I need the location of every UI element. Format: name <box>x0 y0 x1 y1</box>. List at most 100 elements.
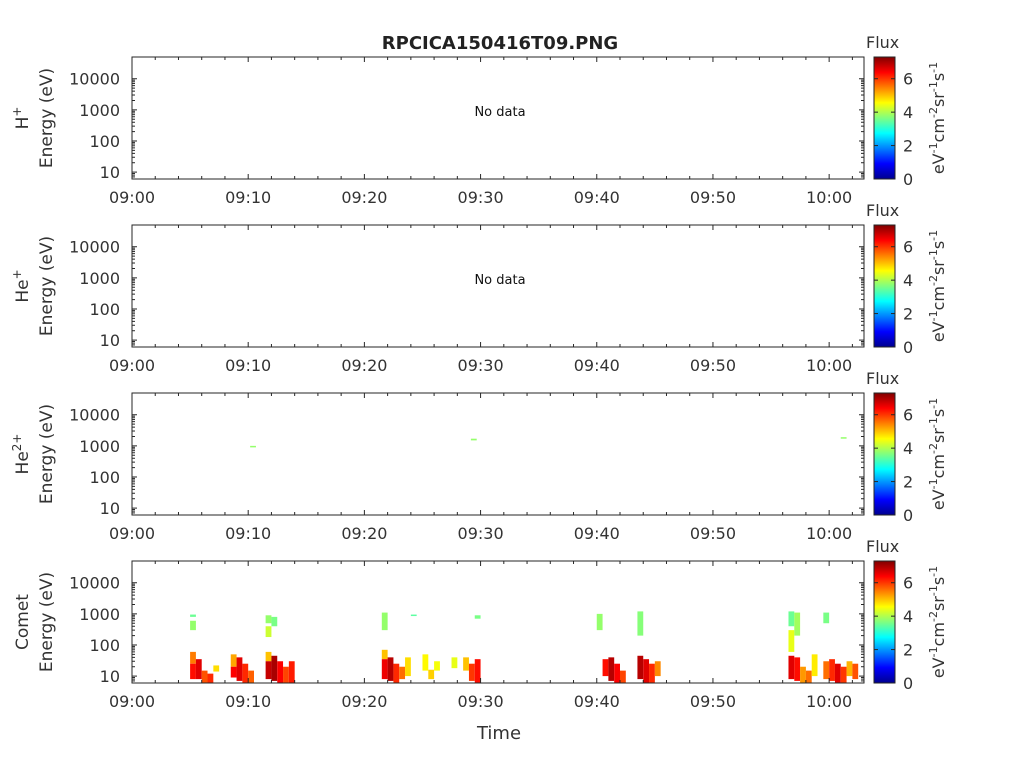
flux-cell <box>794 657 801 681</box>
flux-cell <box>201 670 208 683</box>
panel-comet: 09:00 09:10 09:20 09:30 09:40 09:50 10:00 10 100… <box>13 537 948 711</box>
flux-cell <box>434 661 440 671</box>
flux-cell <box>474 615 481 619</box>
y-axis-label: Energy (eV) <box>37 572 57 672</box>
flux-cell <box>381 659 388 680</box>
flux-cell <box>387 657 394 681</box>
y-tick-label: 100 <box>89 300 120 319</box>
panel-h-plus: 09:00 09:10 09:20 09:30 09:40 09:50 10:00 10 100… <box>10 33 948 207</box>
flux-cell <box>265 651 272 662</box>
flux-cell <box>236 657 243 681</box>
colorbar-title: Flux <box>866 537 899 556</box>
x-tick-label: 09:10 <box>225 356 271 375</box>
y-tick-label: 10 <box>100 331 120 350</box>
flux-cell <box>190 651 196 664</box>
species-label: H+ <box>10 107 33 130</box>
colorbar-tick-label: 0 <box>903 338 913 357</box>
colorbar-tick-label: 2 <box>903 305 913 324</box>
x-tick-label: 09:50 <box>690 188 736 207</box>
x-tick-label: 09:40 <box>574 356 620 375</box>
y-tick-label: 10 <box>100 163 120 182</box>
y-axis-label: Energy (eV) <box>37 68 57 168</box>
y-tick-label: 10000 <box>69 70 120 89</box>
flux-cell <box>242 663 249 683</box>
colorbar-tick-label: 6 <box>903 406 913 425</box>
colorbar-tick-label: 2 <box>903 473 913 492</box>
y-tick-label: 1000 <box>79 437 120 456</box>
colorbar-tick-label: 6 <box>903 70 913 89</box>
colorbar-unit-label: eV-1cm-2sr-1s-1 <box>927 566 948 678</box>
flux-cell <box>852 663 859 680</box>
x-tick-label: 09:30 <box>458 188 504 207</box>
x-tick-label: 09:50 <box>690 524 736 543</box>
colorbar-gradient <box>873 560 896 684</box>
x-tick-label: 09:20 <box>341 692 387 711</box>
species-label: He+ <box>10 269 33 302</box>
no-data-annotation: No data <box>474 273 525 288</box>
x-tick-label: 09:40 <box>574 524 620 543</box>
flux-cell <box>840 437 847 439</box>
flux-cell <box>393 663 400 683</box>
flux-cell <box>788 655 795 680</box>
flux-cell <box>823 661 830 680</box>
flux-cell <box>620 670 626 683</box>
plot-frame <box>131 224 865 348</box>
x-tick-label: 09:00 <box>109 692 155 711</box>
x-tick-label: 09:40 <box>574 692 620 711</box>
flux-cell <box>451 657 458 669</box>
flux-cell <box>788 630 795 652</box>
flux-cell <box>190 663 196 680</box>
colorbar-unit-label: eV-1cm-2sr-1s-1 <box>927 62 948 174</box>
flux-cell <box>596 613 603 631</box>
x-tick-label: 09:20 <box>341 188 387 207</box>
flux-cell <box>405 657 411 677</box>
flux-cell <box>846 661 853 677</box>
flux-cell <box>271 655 278 681</box>
y-tick-label: 100 <box>89 468 120 487</box>
flux-cell <box>637 655 644 680</box>
flux-cell <box>805 670 812 683</box>
y-tick-label: 10000 <box>69 574 120 593</box>
y-tick-label: 1000 <box>79 605 120 624</box>
flux-cell <box>474 659 481 683</box>
y-tick-label: 10 <box>100 499 120 518</box>
y-axis-label: Energy (eV) <box>37 236 57 336</box>
colorbar-tick-label: 2 <box>903 137 913 156</box>
flux-cell <box>207 673 214 683</box>
flux-cell <box>230 654 237 667</box>
flux-cell <box>654 661 661 677</box>
x-tick-label: 09:30 <box>458 524 504 543</box>
y-tick-label: 100 <box>89 636 120 655</box>
x-tick-label: 09:20 <box>341 524 387 543</box>
flux-cell <box>248 670 254 683</box>
flux-cell <box>614 663 620 683</box>
colorbar-tick-label: 4 <box>903 271 913 290</box>
panels: 09:00 09:10 09:20 09:30 09:40 09:50 10:0010100… <box>10 33 948 711</box>
colorbar-tick-label: 4 <box>903 607 913 626</box>
x-tick-label: 09:10 <box>225 524 271 543</box>
flux-cell <box>840 666 847 683</box>
flux-cell <box>265 615 272 624</box>
flux-cell <box>271 616 278 627</box>
flux-cell <box>608 657 615 681</box>
panel-he-plus: 09:00 09:10 09:20 09:30 09:40 09:50 10:00 10 100… <box>10 201 948 375</box>
flux-cell <box>794 612 801 636</box>
panel-he2plus: 09:00 09:10 09:20 09:30 09:40 09:50 10:00 10 100… <box>10 369 948 543</box>
flux-cell <box>788 611 795 627</box>
flux-cell <box>288 661 295 683</box>
x-tick-label: 09:50 <box>690 356 736 375</box>
x-tick-label: 09:00 <box>109 524 155 543</box>
colorbar-tick-label: 0 <box>903 506 913 525</box>
flux-cell <box>277 661 284 683</box>
colorbar-gradient <box>873 56 896 180</box>
x-tick-label: 10:00 <box>806 188 852 207</box>
flux-cell <box>213 665 220 672</box>
x-tick-label: 09:40 <box>574 188 620 207</box>
x-tick-label: 09:50 <box>690 692 736 711</box>
colorbar-unit-label: eV-1cm-2sr-1s-1 <box>927 230 948 342</box>
